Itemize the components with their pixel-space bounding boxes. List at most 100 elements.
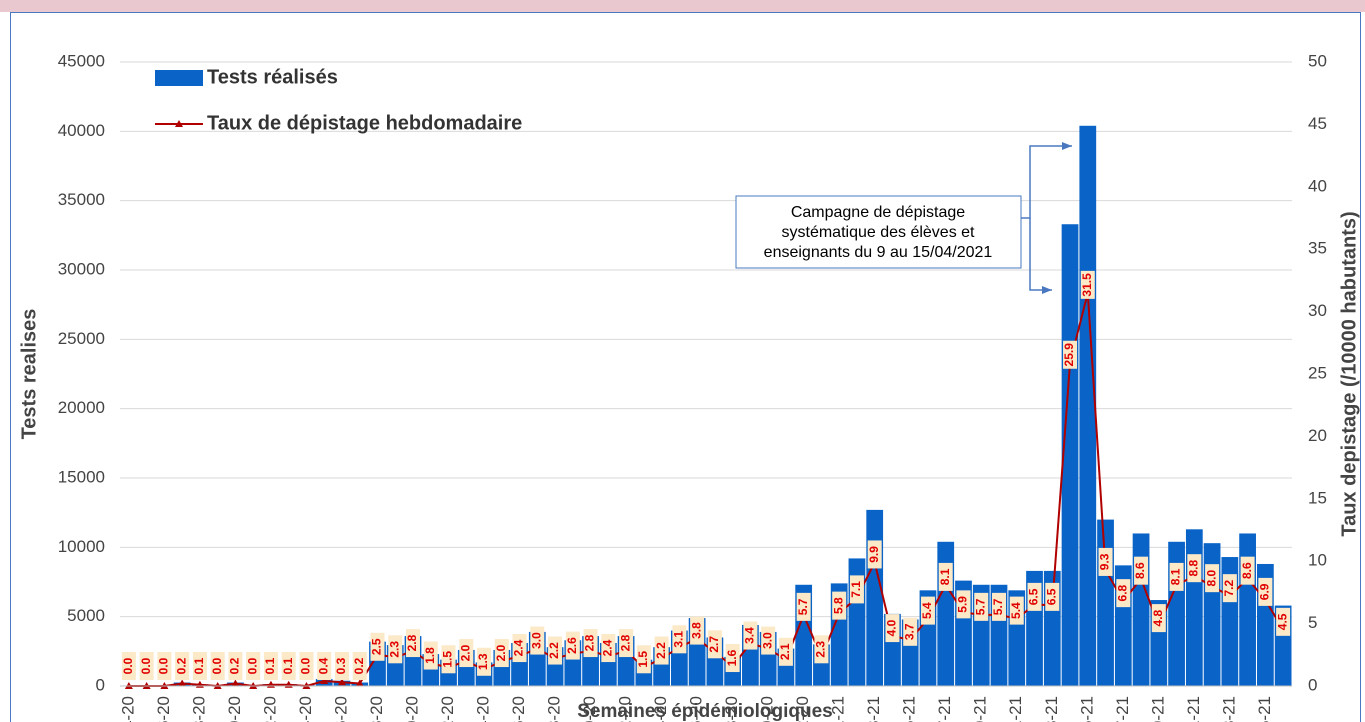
value-label: 2.0 — [458, 644, 472, 661]
value-label: 4.5 — [1275, 613, 1289, 630]
header-strip — [0, 0, 1365, 12]
value-label: 0.4 — [316, 657, 330, 674]
value-label-bg — [761, 626, 776, 655]
legend-swatch — [155, 70, 203, 86]
value-label-bg — [210, 652, 225, 680]
value-label-bg — [849, 575, 864, 604]
legend-label: Taux de dépistage hebdomadaire — [207, 112, 522, 134]
value-label: 0.3 — [334, 657, 348, 674]
x-tick-label: S14-20 — [118, 696, 137, 722]
rate-marker — [178, 679, 187, 687]
y-tick-label: 40000 — [58, 121, 105, 140]
value-label-bg — [725, 644, 740, 673]
value-label: 5.7 — [973, 598, 987, 615]
x-tick-label: S26-20 — [331, 696, 350, 722]
value-label-bg — [299, 652, 314, 680]
legend-swatch — [175, 120, 183, 127]
value-label-bg — [778, 637, 793, 666]
value-label: 5.4 — [1009, 602, 1023, 619]
value-label: 0.0 — [299, 657, 313, 674]
value-label: 0.0 — [139, 657, 153, 674]
value-label: 9.3 — [1098, 553, 1112, 570]
value-label: 0.2 — [174, 657, 188, 674]
y-axis-label: Tests realises — [18, 309, 40, 440]
value-label-bg — [920, 596, 935, 625]
value-label: 0.0 — [245, 657, 259, 674]
x-tick-label: S38-20 — [545, 696, 564, 722]
annotation-line: Campagne de dépistage — [791, 204, 965, 221]
value-label-bg — [263, 652, 278, 680]
x-tick-label: S48-20 — [722, 696, 741, 722]
value-label: 0.0 — [121, 657, 135, 674]
y2-tick-label: 30 — [1308, 301, 1327, 320]
value-label-bg — [192, 652, 207, 680]
value-label-bg — [1027, 582, 1042, 611]
y-tick-label: 35000 — [58, 190, 105, 209]
x-tick-label: S9-21 — [971, 696, 990, 722]
value-label: 1.5 — [636, 651, 650, 668]
value-label-bg — [583, 629, 598, 658]
value-label: 31.5 — [1080, 273, 1094, 297]
value-label: 1.3 — [476, 653, 490, 670]
x-tick-label: S32-20 — [438, 696, 457, 722]
rate-marker — [355, 679, 364, 687]
x-tick-label: S30-20 — [402, 696, 421, 722]
value-label: 3.1 — [672, 631, 686, 648]
x-tick-label: S34-20 — [474, 696, 493, 722]
value-label: 1.6 — [725, 649, 739, 666]
y2-tick-label: 50 — [1308, 51, 1327, 70]
value-label-bg — [1009, 596, 1024, 625]
value-label-bg — [477, 647, 492, 676]
value-label-bg — [1098, 547, 1113, 576]
value-label-bg — [228, 652, 243, 680]
value-label-bg — [1116, 579, 1131, 608]
y-tick-label: 45000 — [58, 51, 105, 70]
value-label: 8.1 — [1169, 568, 1183, 585]
value-label-bg — [246, 652, 261, 680]
x-tick-label: S16-20 — [154, 696, 173, 722]
value-label-bg — [974, 592, 989, 621]
value-label-bg — [1240, 556, 1255, 585]
value-label-bg — [832, 591, 847, 620]
value-label: 2.2 — [547, 642, 561, 659]
value-label-bg — [281, 652, 296, 680]
value-label: 2.4 — [601, 639, 615, 656]
x-tick-label: S23-21 — [1219, 696, 1238, 722]
value-label: 3.8 — [689, 622, 703, 639]
value-label-bg — [1151, 604, 1166, 633]
x-tick-label: S50-20 — [758, 696, 777, 722]
y-tick-label: 25000 — [58, 329, 105, 348]
x-tick-label: S40-20 — [580, 696, 599, 722]
rate-marker — [231, 679, 240, 687]
value-label: 7.2 — [1222, 579, 1236, 596]
value-label-bg — [938, 562, 953, 591]
x-axis-label: Semaines épidémiologiques — [577, 701, 833, 722]
value-label-bg — [956, 590, 971, 619]
x-tick-label: S7-21 — [935, 696, 954, 722]
annotation-arrow — [1021, 145, 1072, 219]
y2-tick-label: 45 — [1308, 114, 1327, 133]
value-label-bg — [814, 635, 829, 664]
bar — [866, 509, 884, 686]
legend-label: Tests réalisés — [207, 66, 338, 88]
value-label: 0.0 — [157, 657, 171, 674]
value-label-bg — [672, 625, 687, 654]
value-label-bg — [317, 652, 332, 680]
value-label-bg — [530, 626, 545, 655]
value-label: 3.0 — [529, 632, 543, 649]
value-label: 9.9 — [867, 546, 881, 563]
value-label-bg — [619, 629, 634, 658]
value-label: 2.3 — [814, 641, 828, 658]
value-label-bg — [1045, 582, 1060, 611]
value-label-bg — [796, 592, 811, 621]
x-tick-label: S25-21 — [1255, 696, 1274, 722]
x-tick-label: S21-21 — [1184, 696, 1203, 722]
value-label-bg — [1080, 270, 1095, 299]
x-tick-label: S52-20 — [793, 696, 812, 722]
y2-tick-label: 25 — [1308, 363, 1327, 382]
value-label: 6.8 — [1115, 584, 1129, 601]
value-label: 2.1 — [778, 643, 792, 660]
value-label: 0.1 — [192, 657, 206, 674]
x-tick-label: S19-21 — [1148, 696, 1167, 722]
